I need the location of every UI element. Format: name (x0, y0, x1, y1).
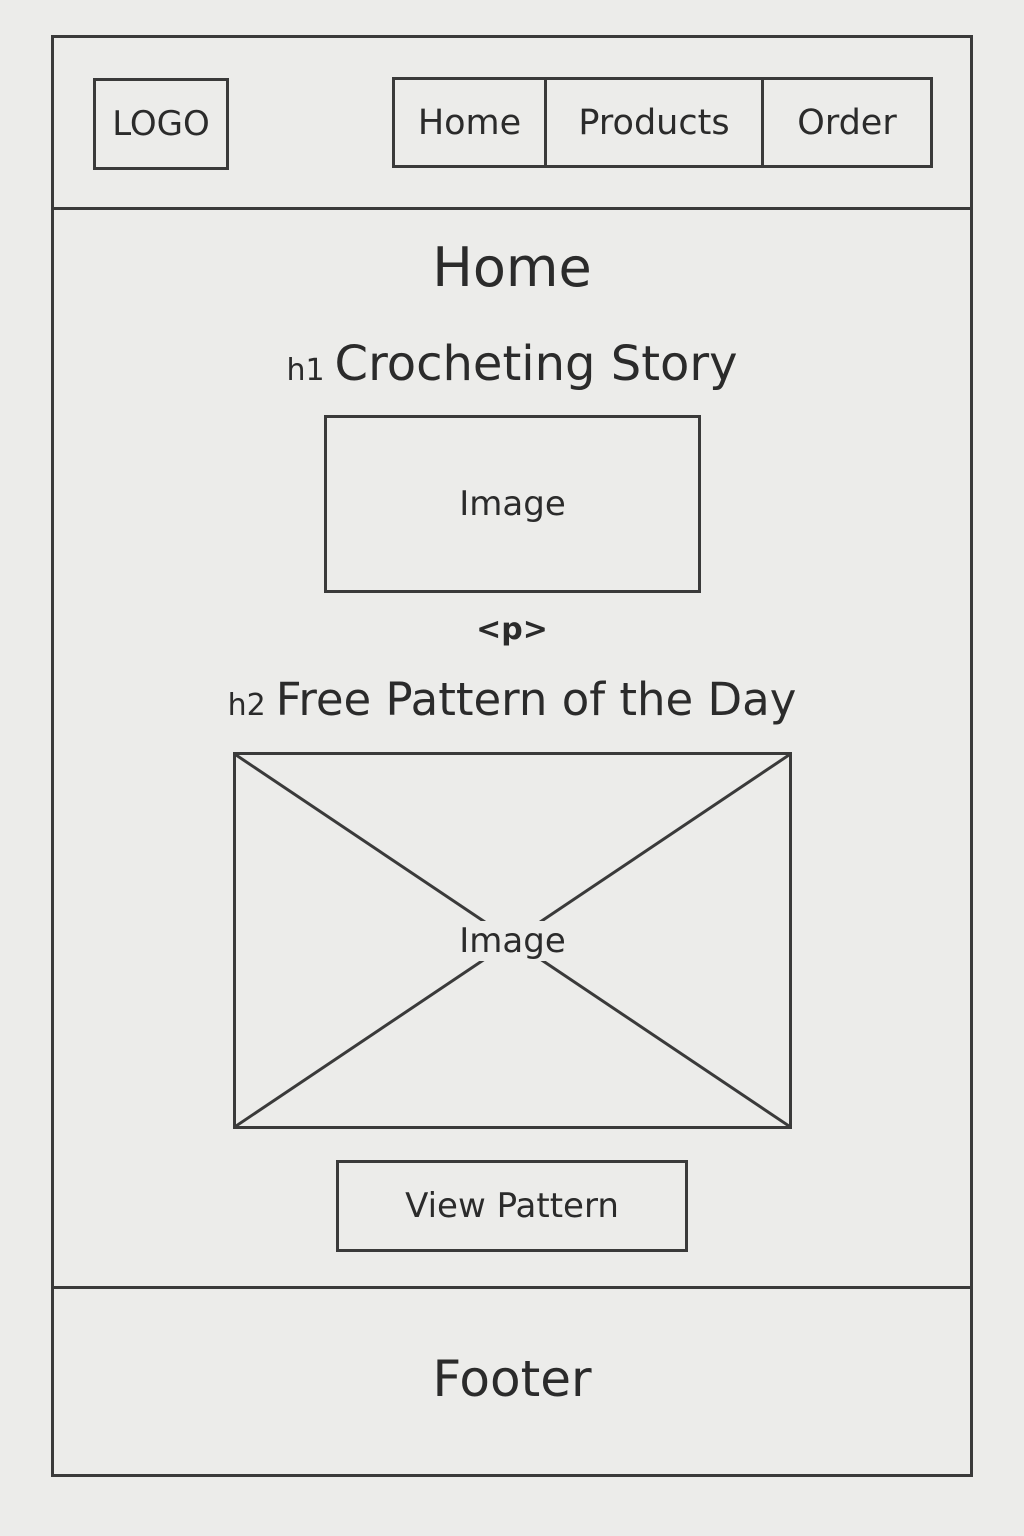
h2-tag-label: h2 (227, 688, 266, 723)
nav-order-link[interactable]: Order (761, 80, 930, 165)
main-nav: Home Products Order (392, 77, 933, 168)
story-image-label: Image (459, 484, 566, 524)
view-pattern-button[interactable]: View Pattern (336, 1160, 688, 1252)
h2-text: Free Pattern of the Day (275, 673, 797, 726)
logo[interactable]: LOGO (93, 78, 229, 170)
story-image-placeholder: Image (324, 415, 701, 593)
footer-label: Footer (432, 1350, 592, 1408)
header-divider (51, 207, 973, 210)
h1-heading: h1 Crocheting Story (51, 336, 973, 392)
pattern-image-placeholder: Image (233, 752, 792, 1129)
paragraph-placeholder: <p> (476, 612, 548, 647)
h2-heading: h2 Free Pattern of the Day (51, 673, 973, 726)
footer-divider (51, 1286, 973, 1289)
page-title: Home (432, 236, 592, 299)
page-frame (51, 35, 973, 1477)
h1-tag-label: h1 (286, 353, 325, 388)
pattern-image-label: Image (455, 920, 570, 961)
nav-home-link[interactable]: Home (417, 102, 522, 143)
nav-products-link[interactable]: Products (544, 80, 761, 165)
h1-text: Crocheting Story (334, 336, 738, 392)
